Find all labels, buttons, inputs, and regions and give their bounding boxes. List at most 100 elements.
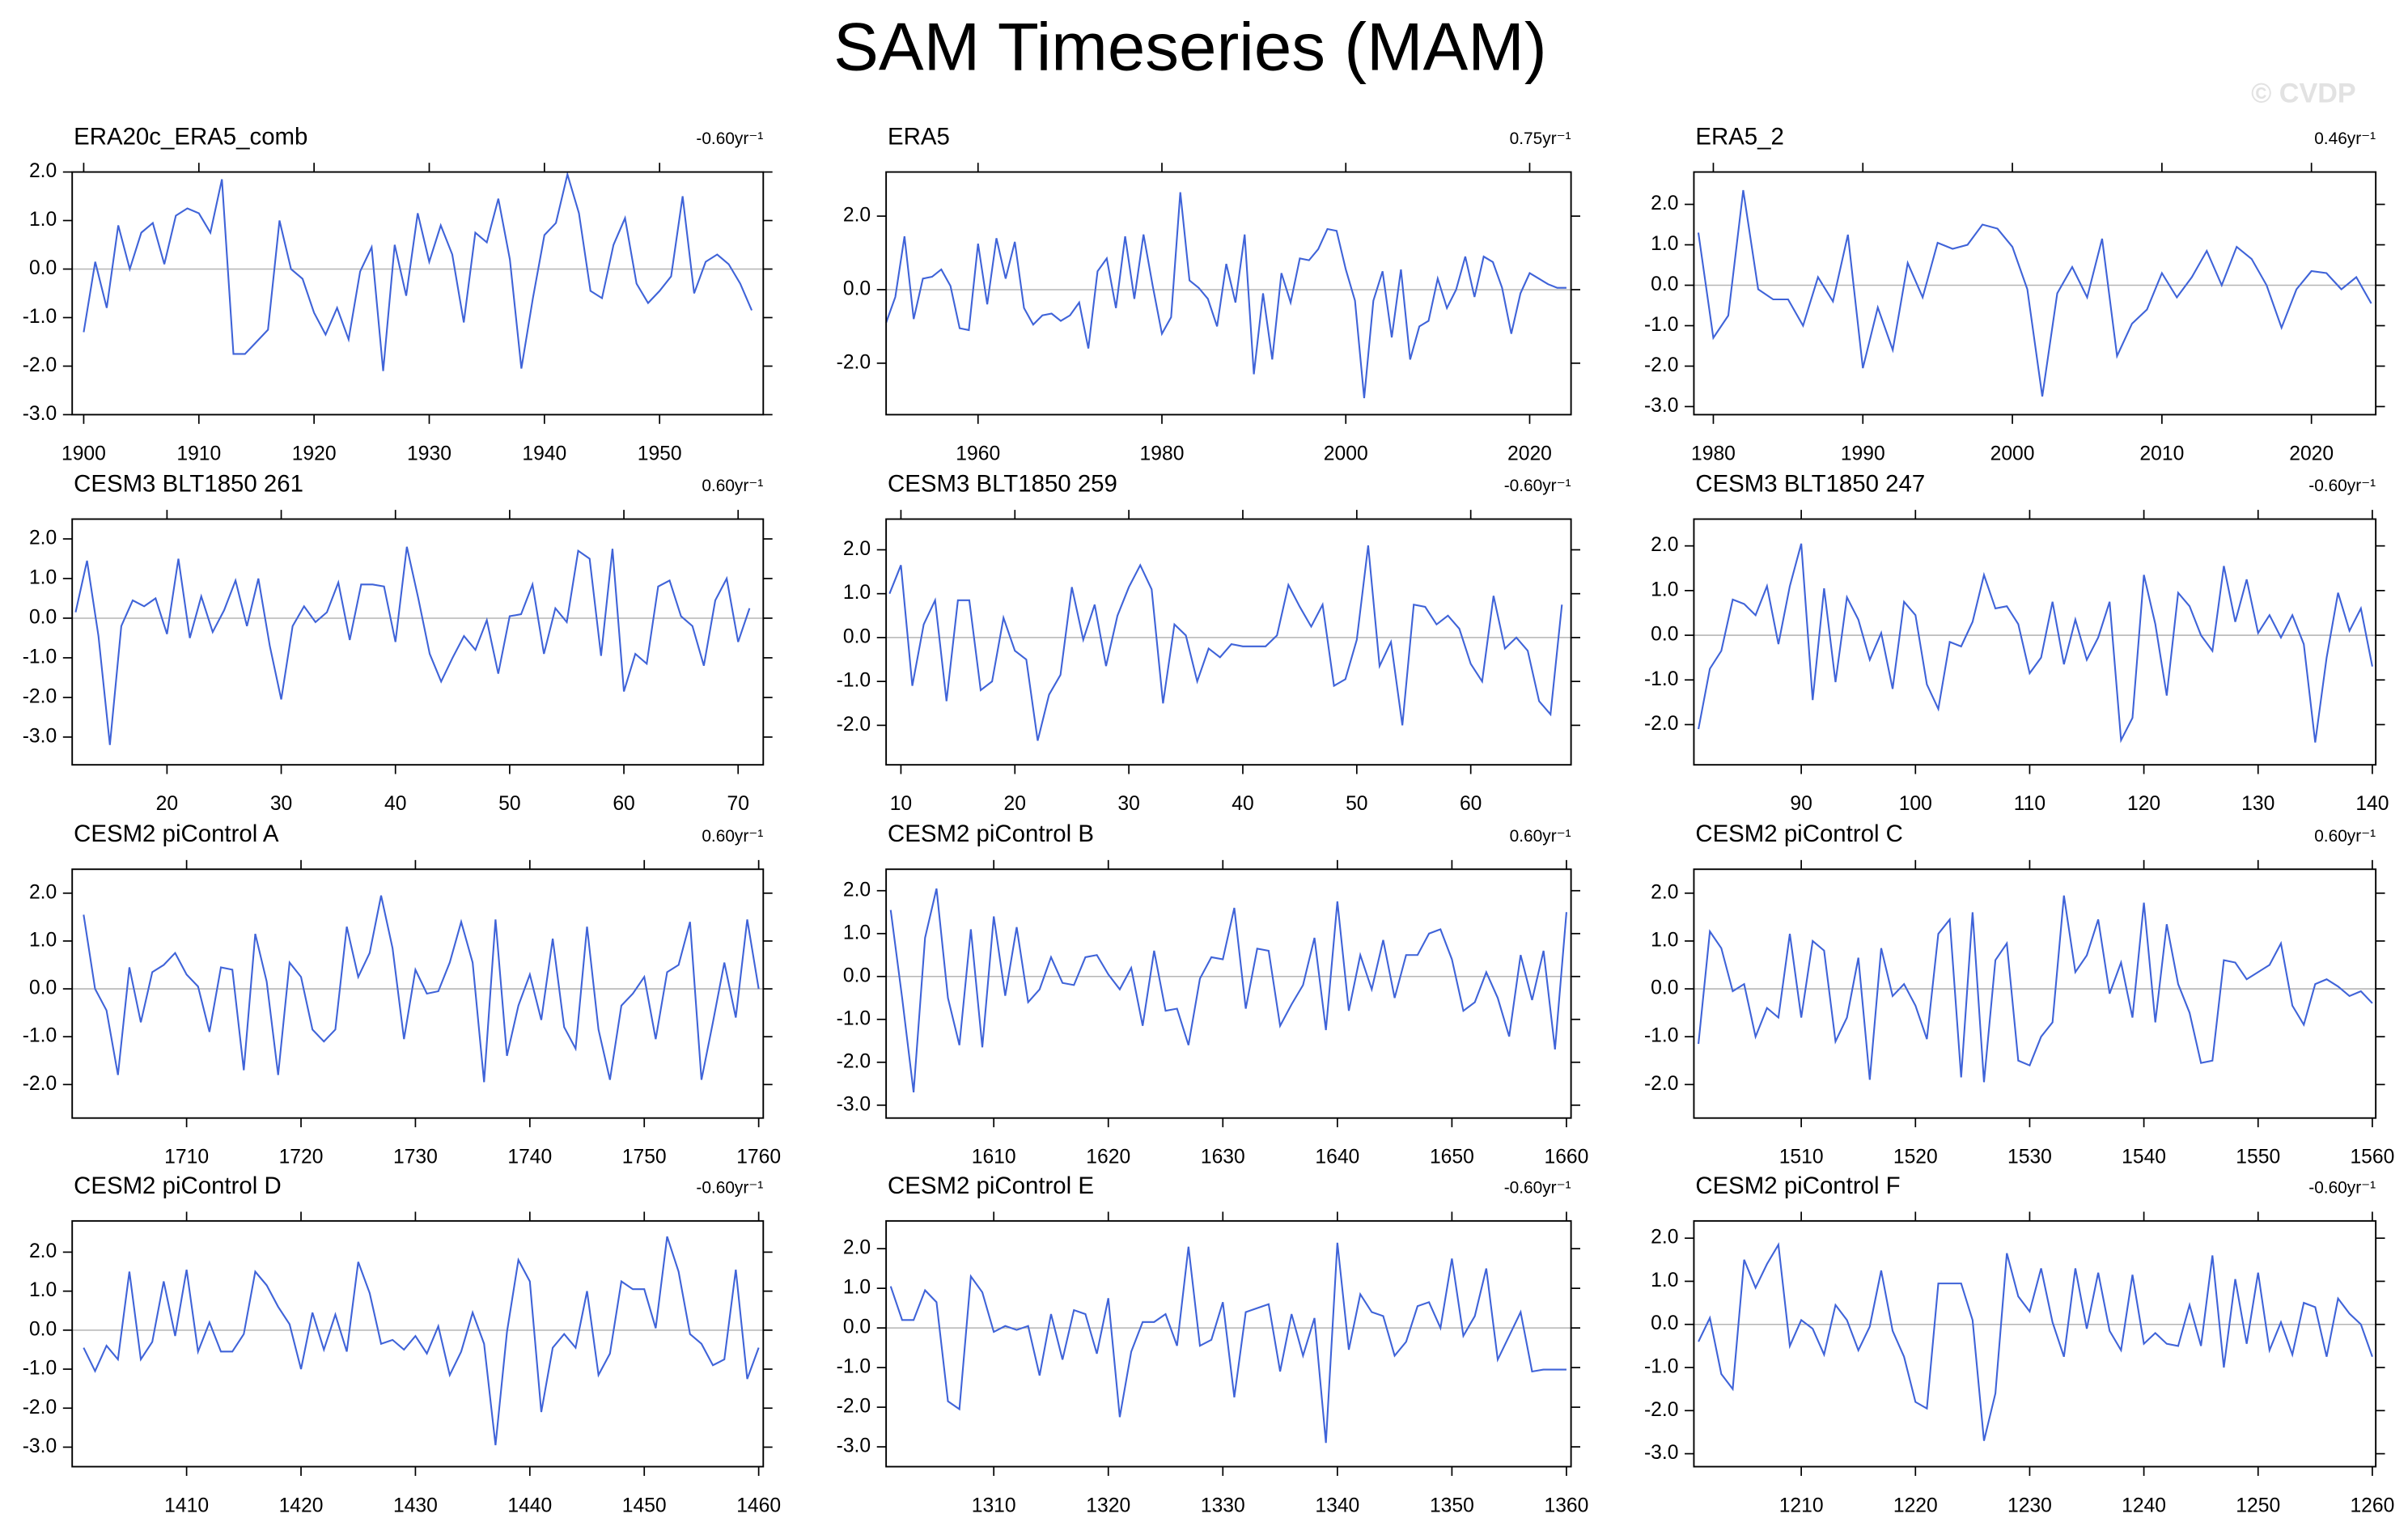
x-tick-label: 1660 xyxy=(1545,1147,1589,1168)
trend-label: -0.60yr⁻¹ xyxy=(2308,477,2376,495)
plot-frame xyxy=(885,171,1572,416)
y-tick-label: 0.0 xyxy=(29,977,57,999)
y-tick-label: -1.0 xyxy=(1644,668,1679,690)
y-tick-label: -2.0 xyxy=(837,1396,871,1418)
watermark: © CVDP xyxy=(2251,78,2356,109)
panel-title: ERA5_2 xyxy=(1695,124,1784,151)
plot-frame xyxy=(71,518,765,766)
x-tick-label: 90 xyxy=(1790,793,1812,815)
y-tick-label: -2.0 xyxy=(837,1050,871,1072)
x-tick-label: 1640 xyxy=(1315,1147,1359,1168)
x-tick-label: 1340 xyxy=(1315,1495,1359,1516)
y-tick-label: 0.0 xyxy=(29,1318,57,1340)
x-tick-label: 2020 xyxy=(2289,443,2334,464)
y-tick-label: 1.0 xyxy=(843,1277,871,1299)
trend-label: -0.60yr⁻¹ xyxy=(1504,477,1571,495)
x-tick-label: 2020 xyxy=(1507,443,1552,464)
series-line xyxy=(889,1242,1566,1444)
panel-title: ERA5 xyxy=(888,124,950,151)
y-tick-label: -2.0 xyxy=(23,1397,57,1418)
x-tick-label: 1450 xyxy=(622,1495,667,1516)
x-tick-label: 1650 xyxy=(1430,1147,1474,1168)
trend-label: 0.60yr⁻¹ xyxy=(2314,827,2376,846)
y-tick-label: -1.0 xyxy=(23,646,57,668)
plot-frame xyxy=(885,1219,1572,1468)
x-tick-label: 1620 xyxy=(1086,1147,1130,1168)
y-tick-label: 0.0 xyxy=(1651,274,1678,295)
y-tick-label: -3.0 xyxy=(837,1093,871,1115)
x-tick-label: 1610 xyxy=(972,1147,1016,1168)
x-tick-label: 1510 xyxy=(1779,1147,1824,1168)
x-tick-label: 1920 xyxy=(292,443,337,464)
x-tick-label: 50 xyxy=(498,793,520,815)
trend-label: 0.60yr⁻¹ xyxy=(702,477,763,495)
y-tick-label: 1.0 xyxy=(843,582,871,604)
series-line xyxy=(74,546,751,745)
trend-label: -0.60yr⁻¹ xyxy=(1504,1179,1571,1198)
y-tick-label: -1.0 xyxy=(1644,1356,1679,1378)
x-tick-label: 1310 xyxy=(972,1495,1016,1516)
series-line xyxy=(1698,543,2373,744)
x-tick-label: 1630 xyxy=(1201,1147,1245,1168)
x-tick-label: 1910 xyxy=(176,443,221,464)
x-tick-label: 1980 xyxy=(1691,443,1736,464)
x-tick-label: 1250 xyxy=(2236,1495,2280,1516)
trend-label: 0.60yr⁻¹ xyxy=(702,827,763,846)
x-tick-label: 120 xyxy=(2127,793,2160,815)
x-tick-label: 40 xyxy=(1232,793,1253,815)
y-tick-label: 2.0 xyxy=(843,205,871,227)
x-tick-label: 1990 xyxy=(1841,443,1885,464)
y-tick-label: 1.0 xyxy=(29,209,57,231)
plot-frame xyxy=(1693,1219,2377,1468)
y-tick-label: 1.0 xyxy=(1651,579,1678,600)
y-tick-label: -2.0 xyxy=(23,685,57,707)
y-tick-label: -1.0 xyxy=(23,306,57,328)
x-tick-label: 1900 xyxy=(61,443,106,464)
y-tick-label: 0.0 xyxy=(843,625,871,647)
series-line xyxy=(1697,189,2372,397)
series-line xyxy=(889,888,1567,1093)
y-tick-label: -3.0 xyxy=(23,403,57,425)
x-tick-label: 10 xyxy=(890,793,912,815)
y-tick-label: -2.0 xyxy=(1644,354,1679,376)
y-tick-label: 1.0 xyxy=(29,566,57,588)
y-tick-label: 0.0 xyxy=(1651,977,1678,999)
panel-title: CESM2 piControl A xyxy=(74,821,279,847)
y-tick-label: 0.0 xyxy=(843,1317,871,1338)
y-tick-label: 0.0 xyxy=(843,965,871,986)
plot-frame xyxy=(71,171,765,416)
x-tick-label: 1420 xyxy=(279,1495,324,1516)
x-tick-label: 1260 xyxy=(2350,1495,2394,1516)
y-tick-label: -2.0 xyxy=(1644,1399,1679,1421)
y-tick-label: -1.0 xyxy=(837,670,871,692)
x-tick-label: 1440 xyxy=(507,1495,552,1516)
y-tick-label: -1.0 xyxy=(837,1007,871,1029)
x-tick-label: 1730 xyxy=(393,1147,438,1168)
x-tick-label: 1220 xyxy=(1893,1495,1938,1516)
y-tick-label: 2.0 xyxy=(843,879,871,901)
series-line xyxy=(888,545,1563,741)
series-line xyxy=(1698,1241,2373,1441)
x-tick-label: 30 xyxy=(1117,793,1139,815)
x-tick-label: 1720 xyxy=(279,1147,324,1168)
trend-label: -0.60yr⁻¹ xyxy=(696,1179,763,1198)
figure-title: SAM Timeseries (MAM) xyxy=(833,9,1546,85)
y-tick-label: -1.0 xyxy=(1644,1025,1679,1047)
x-tick-label: 1750 xyxy=(622,1147,667,1168)
x-tick-label: 1230 xyxy=(2007,1495,2052,1516)
x-tick-label: 1330 xyxy=(1201,1495,1245,1516)
y-tick-label: -1.0 xyxy=(23,1025,57,1047)
y-tick-label: -3.0 xyxy=(1644,1442,1679,1464)
x-tick-label: 1960 xyxy=(956,443,1000,464)
trend-label: 0.46yr⁻¹ xyxy=(2314,129,2376,148)
trend-label: -0.60yr⁻¹ xyxy=(696,129,763,148)
x-tick-label: 30 xyxy=(270,793,292,815)
x-tick-label: 60 xyxy=(613,793,634,815)
plot-frame xyxy=(71,1219,765,1468)
panel-title: CESM2 piControl F xyxy=(1695,1172,1900,1199)
series-line xyxy=(1698,895,2373,1083)
plot-frame xyxy=(1693,518,2377,766)
y-tick-label: -1.0 xyxy=(23,1358,57,1380)
x-tick-label: 1950 xyxy=(638,443,682,464)
